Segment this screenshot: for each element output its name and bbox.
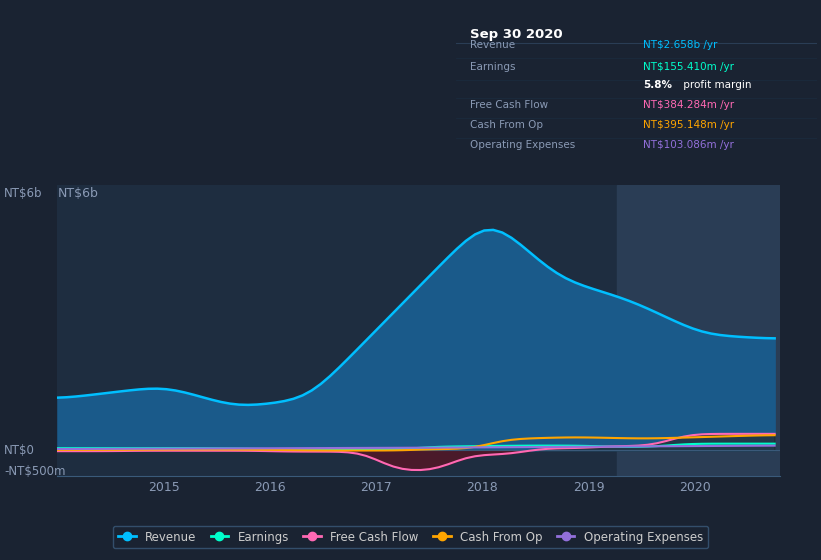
Text: -NT$500m: -NT$500m [4,465,66,478]
Text: NT$155.410m /yr: NT$155.410m /yr [644,62,735,72]
Text: NT$2.658b /yr: NT$2.658b /yr [644,40,718,50]
Legend: Revenue, Earnings, Free Cash Flow, Cash From Op, Operating Expenses: Revenue, Earnings, Free Cash Flow, Cash … [113,526,708,548]
Text: profit margin: profit margin [680,81,751,90]
Text: NT$0: NT$0 [4,444,35,457]
Text: Operating Expenses: Operating Expenses [470,141,576,151]
Text: NT$103.086m /yr: NT$103.086m /yr [644,141,734,151]
Bar [617,185,780,476]
Text: NT$6b: NT$6b [57,187,99,200]
Text: Cash From Op: Cash From Op [470,120,544,130]
Text: Sep 30 2020: Sep 30 2020 [470,28,562,41]
Text: Free Cash Flow: Free Cash Flow [470,100,548,110]
Text: 5.8%: 5.8% [644,81,672,90]
Text: Earnings: Earnings [470,62,516,72]
Text: NT$384.284m /yr: NT$384.284m /yr [644,100,735,110]
Text: NT$395.148m /yr: NT$395.148m /yr [644,120,735,130]
Text: Revenue: Revenue [470,40,516,50]
Text: NT$6b: NT$6b [4,187,43,200]
